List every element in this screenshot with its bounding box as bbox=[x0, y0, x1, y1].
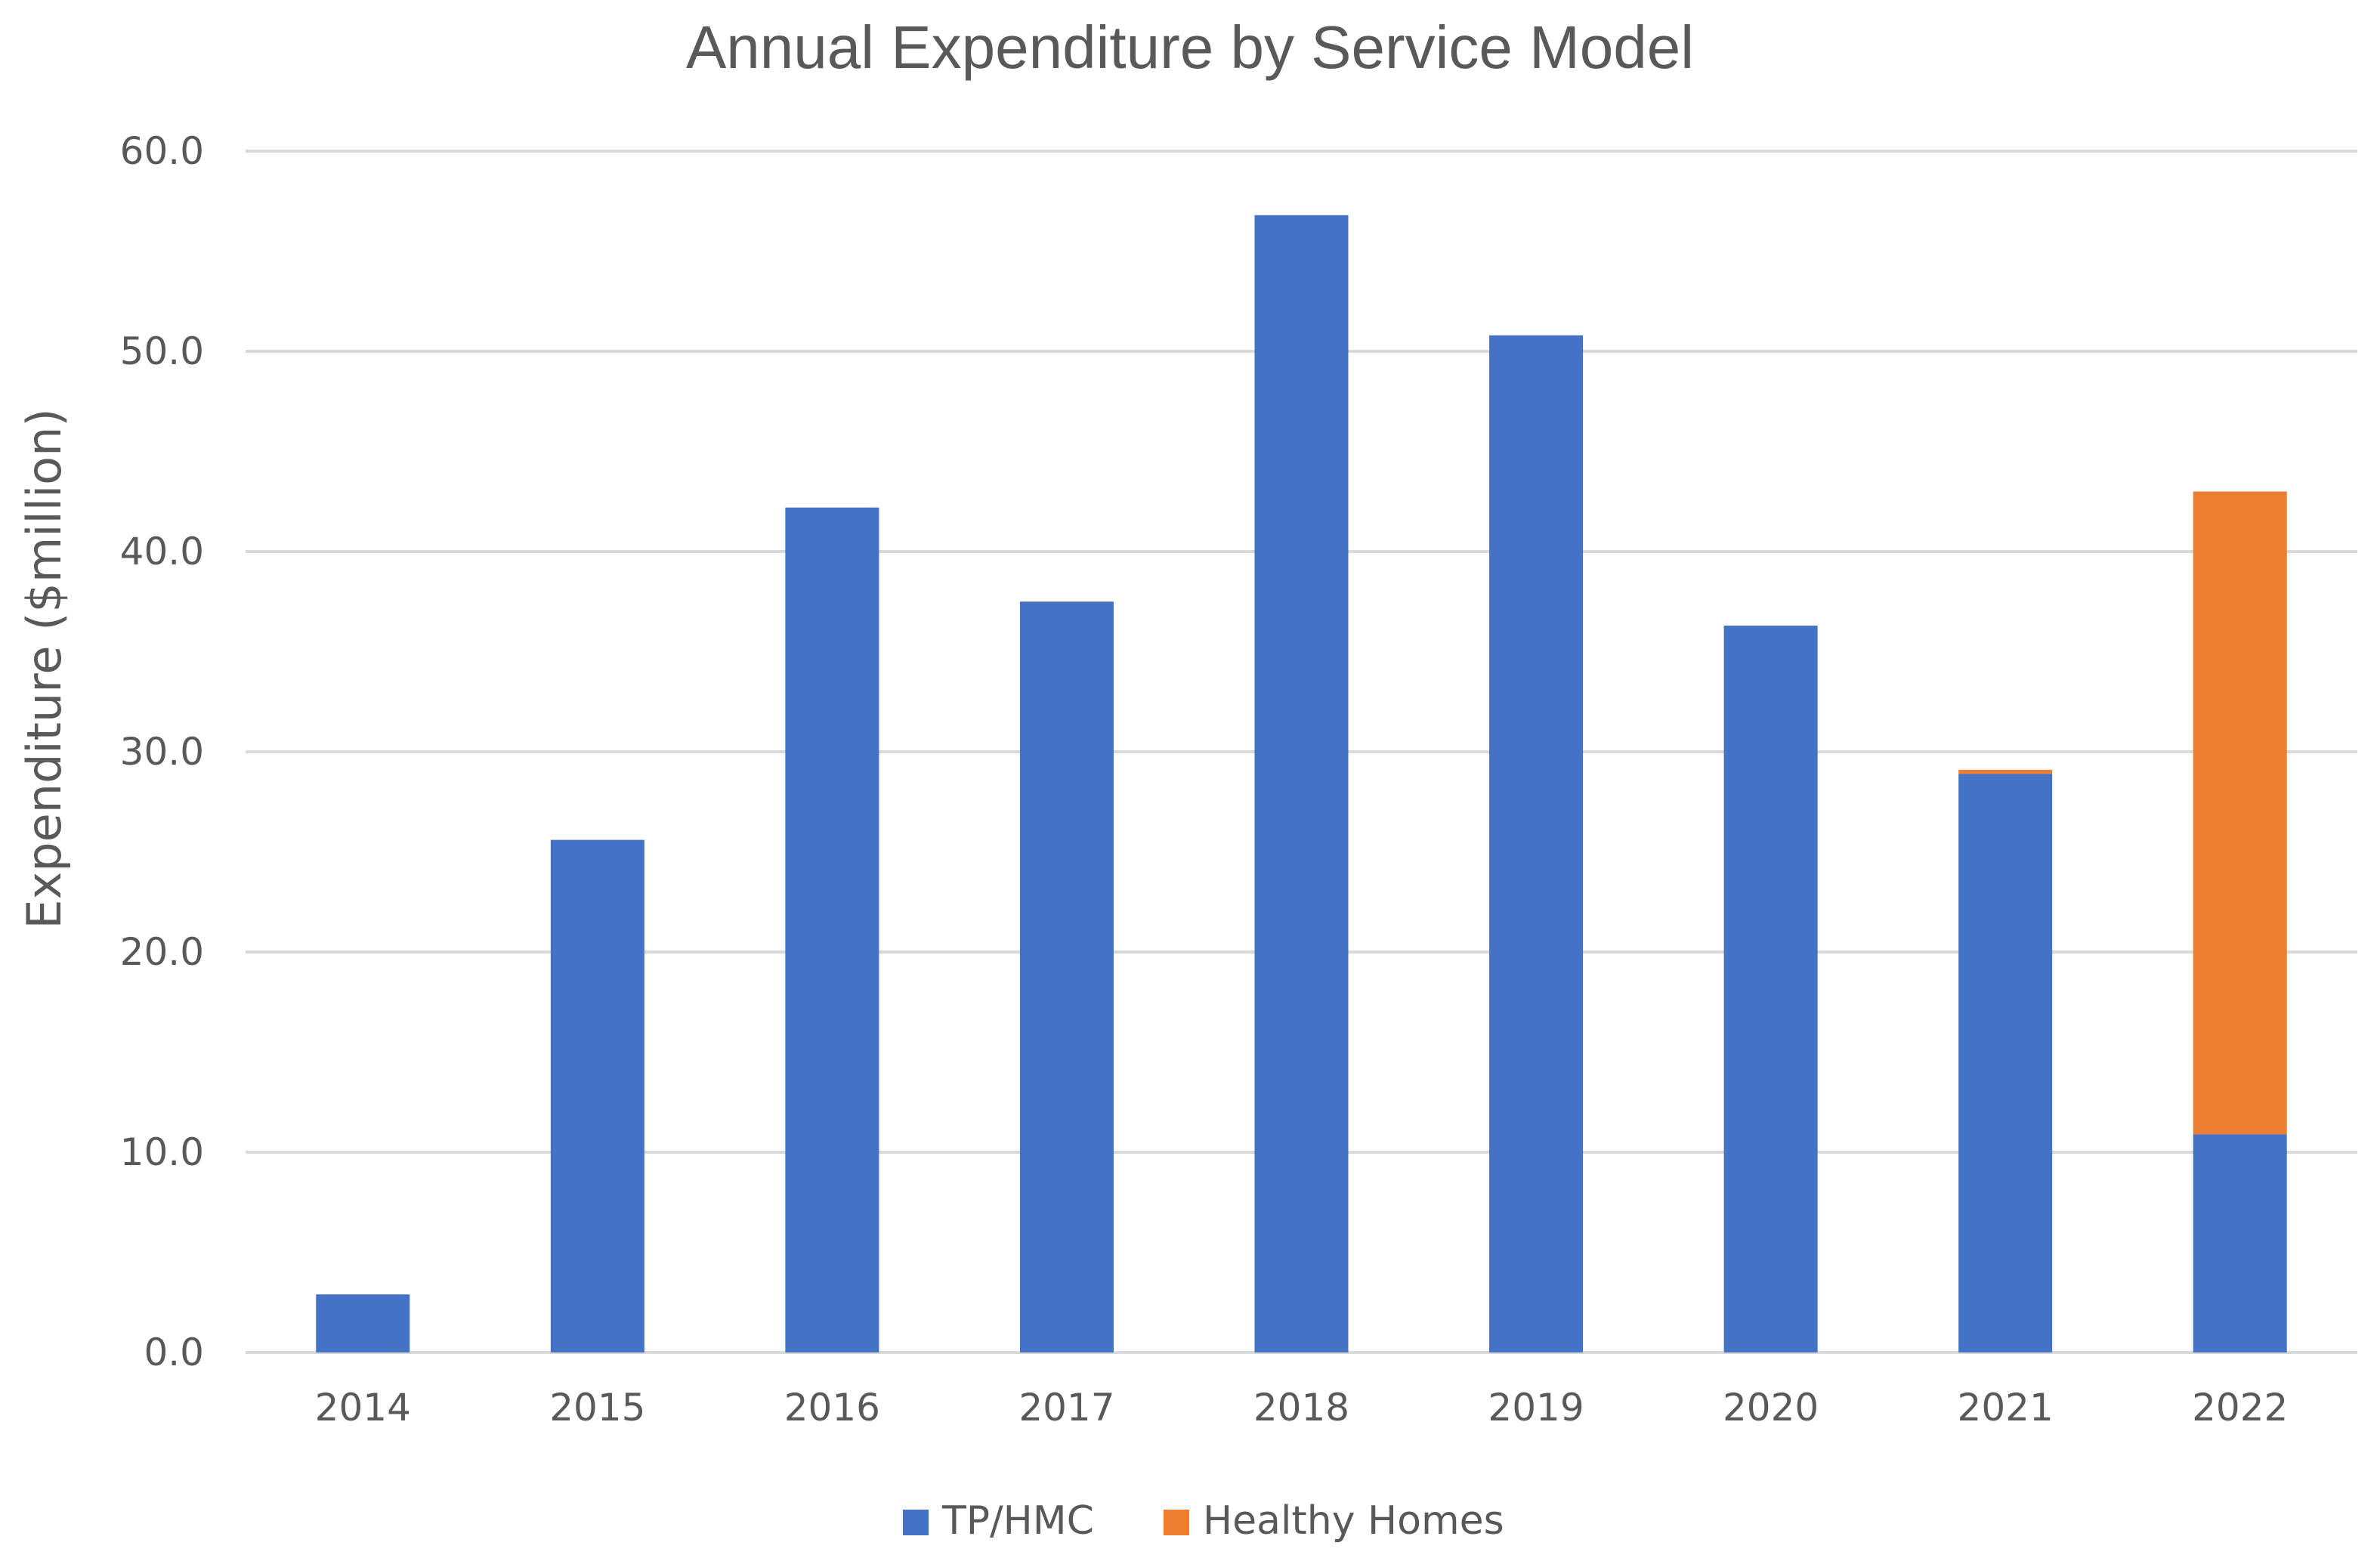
bars bbox=[316, 215, 2287, 1353]
x-tick-label: 2015 bbox=[549, 1386, 645, 1430]
legend-swatch-tp-hmc bbox=[903, 1510, 929, 1535]
x-tick-label: 2016 bbox=[784, 1386, 880, 1430]
y-axis-ticks: 0.0 10.0 20.0 30.0 40.0 50.0 60.0 bbox=[120, 129, 204, 1374]
y-tick-label: 20.0 bbox=[120, 930, 204, 974]
y-tick-label: 40.0 bbox=[120, 530, 204, 573]
legend-swatch-healthy-homes bbox=[1164, 1510, 1189, 1535]
y-tick-label: 60.0 bbox=[120, 129, 204, 173]
x-tick-label: 2021 bbox=[1958, 1386, 2054, 1430]
chart-title: Annual Expenditure by Service Model bbox=[686, 14, 1694, 81]
x-tick-label: 2017 bbox=[1018, 1386, 1114, 1430]
bar-healthy-homes-2021 bbox=[1958, 769, 2053, 774]
x-tick-label: 2022 bbox=[2192, 1386, 2288, 1430]
x-tick-label: 2018 bbox=[1253, 1386, 1349, 1430]
y-tick-label: 10.0 bbox=[120, 1130, 204, 1174]
bar-tp-hmc-2019 bbox=[1489, 335, 1584, 1352]
bar-tp-hmc-2017 bbox=[1019, 601, 1114, 1352]
x-axis-ticks: 2014 2015 2016 2017 2018 2019 2020 2021 2022 bbox=[315, 1386, 2289, 1430]
legend-label-healthy-homes: Healthy Homes bbox=[1203, 1498, 1504, 1544]
bar-tp-hmc-2022 bbox=[2193, 1134, 2287, 1352]
bar-tp-hmc-2014 bbox=[316, 1294, 410, 1352]
y-axis-label: Expenditure ($million) bbox=[17, 408, 72, 929]
x-tick-label: 2020 bbox=[1723, 1386, 1819, 1430]
bar-tp-hmc-2015 bbox=[550, 839, 644, 1352]
bar-tp-hmc-2020 bbox=[1723, 626, 1818, 1352]
bar-tp-hmc-2018 bbox=[1254, 215, 1349, 1352]
bar-tp-hmc-2016 bbox=[785, 507, 879, 1353]
bar-tp-hmc-2021 bbox=[1958, 774, 2053, 1352]
y-tick-label: 30.0 bbox=[120, 730, 204, 774]
y-tick-label: 0.0 bbox=[144, 1331, 204, 1374]
x-tick-label: 2014 bbox=[315, 1386, 411, 1430]
legend: TP/HMC Healthy Homes bbox=[903, 1498, 1504, 1544]
y-tick-label: 50.0 bbox=[120, 329, 204, 373]
legend-label-tp-hmc: TP/HMC bbox=[941, 1498, 1094, 1544]
x-tick-label: 2019 bbox=[1488, 1386, 1584, 1430]
bar-healthy-homes-2022 bbox=[2193, 491, 2287, 1135]
